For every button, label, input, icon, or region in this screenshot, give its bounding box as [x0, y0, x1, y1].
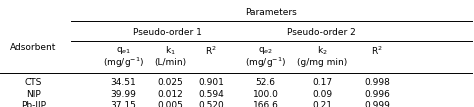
- Text: q$_{e2}$: q$_{e2}$: [258, 45, 273, 56]
- Text: (g/mg min): (g/mg min): [297, 58, 347, 67]
- Text: (L/min): (L/min): [155, 58, 187, 67]
- Text: (mg/g$^{-1}$): (mg/g$^{-1}$): [103, 55, 144, 70]
- Text: 0.996: 0.996: [364, 90, 390, 99]
- Text: q$_{e1}$: q$_{e1}$: [116, 45, 131, 56]
- Text: (mg/g$^{-1}$): (mg/g$^{-1}$): [245, 55, 286, 70]
- Text: 0.005: 0.005: [158, 101, 183, 107]
- Text: 0.21: 0.21: [312, 101, 332, 107]
- Text: NIP: NIP: [26, 90, 41, 99]
- Text: 34.51: 34.51: [110, 78, 136, 87]
- Text: 0.999: 0.999: [364, 101, 390, 107]
- Text: 52.6: 52.6: [255, 78, 275, 87]
- Text: Pseudo-order 1: Pseudo-order 1: [133, 28, 201, 37]
- Text: 0.17: 0.17: [312, 78, 332, 87]
- Text: Pb-IIP: Pb-IIP: [21, 101, 46, 107]
- Text: k$_{2}$: k$_{2}$: [317, 45, 328, 57]
- Text: R$^{2}$: R$^{2}$: [371, 45, 383, 57]
- Text: 0.025: 0.025: [158, 78, 183, 87]
- Text: 0.09: 0.09: [312, 90, 332, 99]
- Text: Pseudo-order 2: Pseudo-order 2: [287, 28, 356, 37]
- Text: R$^{2}$: R$^{2}$: [205, 45, 217, 57]
- Text: 0.012: 0.012: [158, 90, 183, 99]
- Text: k$_{1}$: k$_{1}$: [165, 45, 176, 57]
- Text: 39.99: 39.99: [110, 90, 136, 99]
- Text: 0.520: 0.520: [198, 101, 224, 107]
- Text: 0.594: 0.594: [198, 90, 224, 99]
- Text: Adsorbent: Adsorbent: [10, 43, 56, 52]
- Text: Parameters: Parameters: [246, 8, 297, 17]
- Text: CTS: CTS: [25, 78, 42, 87]
- Text: 166.6: 166.6: [253, 101, 278, 107]
- Text: 37.15: 37.15: [110, 101, 136, 107]
- Text: 100.0: 100.0: [253, 90, 278, 99]
- Text: 0.998: 0.998: [364, 78, 390, 87]
- Text: 0.901: 0.901: [198, 78, 224, 87]
